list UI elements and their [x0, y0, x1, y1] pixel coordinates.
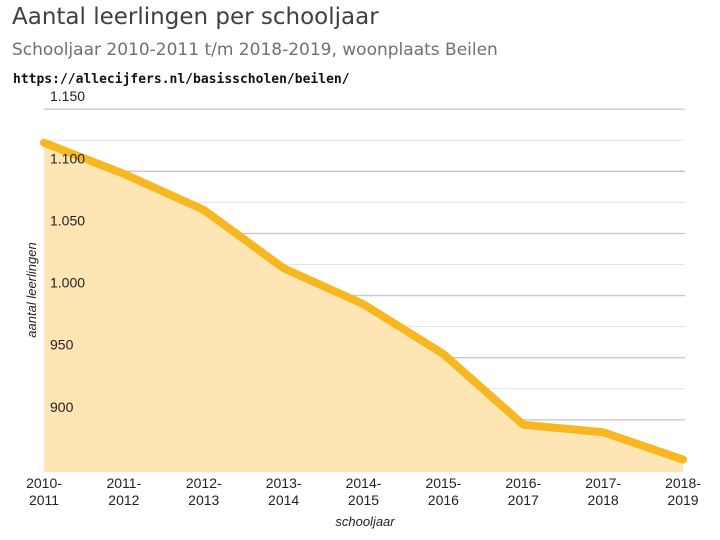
source-url[interactable]: https://allecijfers.nl/basisscholen/beil… — [13, 72, 350, 87]
x-tick-label: 2012-2013 — [186, 475, 222, 508]
chart-title: Aantal leerlingen per schooljaar — [12, 4, 379, 30]
x-axis-ticks: 2010-2011 2011-2012 2012-2013 2013-2014 2014… — [26, 475, 701, 508]
y-tick-label: 900 — [50, 399, 74, 415]
y-tick-label: 1.050 — [50, 212, 85, 228]
x-tick-label: 2010-2011 — [26, 475, 62, 508]
y-tick-label: 950 — [50, 337, 74, 353]
plot-area — [40, 138, 687, 472]
x-tick-label: 2016-2017 — [505, 475, 541, 508]
y-tick-label: 1.150 — [50, 88, 85, 104]
x-tick-label: 2015-2016 — [425, 475, 461, 508]
x-tick-label: 2013-2014 — [266, 475, 302, 508]
x-tick-label: 2017-2018 — [585, 475, 621, 508]
x-tick-label: 2011-2012 — [106, 475, 141, 508]
y-tick-label: 1.100 — [50, 150, 85, 166]
y-tick-label: 1.000 — [50, 275, 85, 291]
y-axis-title: aantal leerlingen — [24, 242, 39, 337]
chart-subtitle: Schooljaar 2010-2011 t/m 2018-2019, woon… — [12, 40, 498, 60]
x-tick-label: 2014-2015 — [346, 475, 382, 508]
y-axis-ticks: 900 950 1.000 1.050 1.100 1.150 — [50, 88, 85, 415]
x-tick-label: 2018-2019 — [665, 475, 701, 508]
x-axis-title: schooljaar — [335, 514, 395, 529]
